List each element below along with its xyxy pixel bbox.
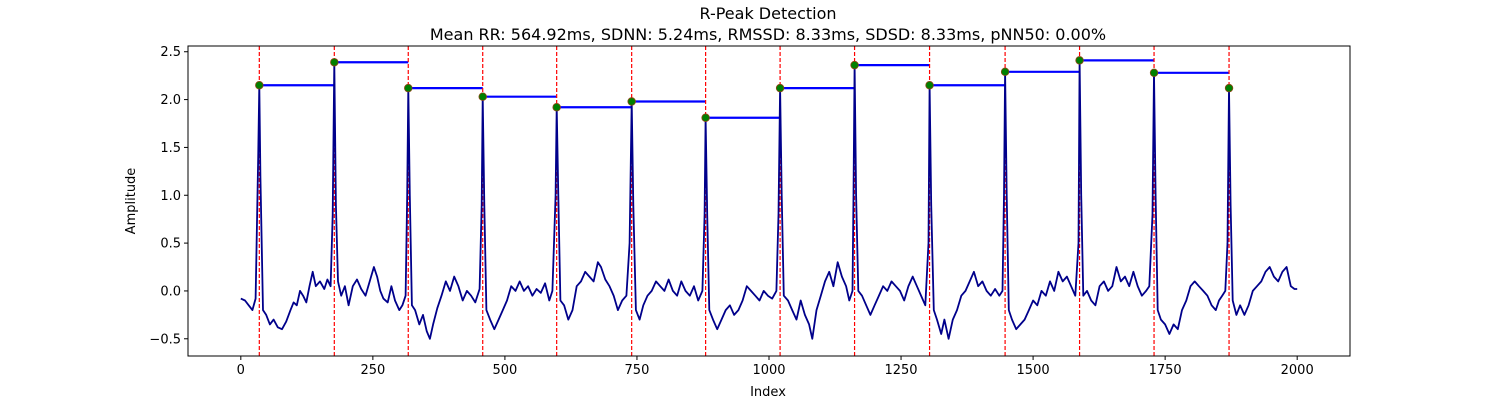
peak-marker-9	[925, 81, 934, 90]
peak-marker-3	[478, 92, 487, 101]
y-tick-label-5: 2.0	[160, 93, 181, 108]
y-tick-label-2: 0.5	[160, 237, 181, 252]
y-tick-label-1: 0.0	[160, 284, 181, 299]
y-tick-label-4: 1.5	[160, 141, 181, 156]
x-tick-label-6: 1500	[1017, 363, 1050, 378]
x-axis-ticks: 0 250 500 750 1000 1250 1500 1750 2000	[237, 356, 1314, 378]
chart-title: R-Peak Detection	[699, 4, 836, 23]
peak-marker-1	[330, 58, 339, 67]
peak-marker-8	[850, 60, 859, 70]
x-tick-label-5: 1250	[884, 363, 917, 378]
peak-marker-2	[404, 83, 413, 93]
x-tick-label-7: 1750	[1149, 363, 1182, 378]
ecg-signal-line	[240, 59, 1298, 340]
y-axis-ticks: −0.5 0.0 0.5 1.0 1.5 2.0 2.5	[149, 45, 188, 347]
peak-marker-7	[775, 83, 785, 93]
x-tick-label-8: 2000	[1281, 363, 1314, 378]
y-tick-label-0: −0.5	[149, 332, 181, 347]
peak-marker-10	[1000, 67, 1010, 77]
y-axis-label: Amplitude	[124, 168, 139, 235]
x-tick-label-2: 500	[492, 363, 517, 378]
peak-marker-12	[1149, 68, 1159, 77]
peak-marker-13	[1224, 83, 1234, 93]
x-tick-label-4: 1000	[752, 363, 785, 378]
rr-interval-lines	[259, 59, 1230, 119]
x-axis-label: Index	[750, 385, 786, 400]
y-tick-label-6: 2.5	[160, 45, 181, 60]
x-tick-label-0: 0	[237, 363, 245, 378]
x-tick-label-1: 250	[360, 363, 385, 378]
peak-marker-6	[701, 113, 710, 122]
y-tick-label-3: 1.0	[160, 189, 181, 204]
x-tick-label-3: 750	[625, 363, 650, 378]
peak-marker-0	[255, 81, 264, 90]
peak-marker-4	[552, 103, 561, 112]
peak-marker-5	[627, 97, 636, 106]
chart-subtitle: Mean RR: 564.92ms, SDNN: 5.24ms, RMSSD: …	[430, 25, 1106, 44]
peak-marker-11	[1075, 56, 1084, 65]
plot-area	[240, 46, 1298, 356]
peak-markers	[255, 56, 1234, 122]
